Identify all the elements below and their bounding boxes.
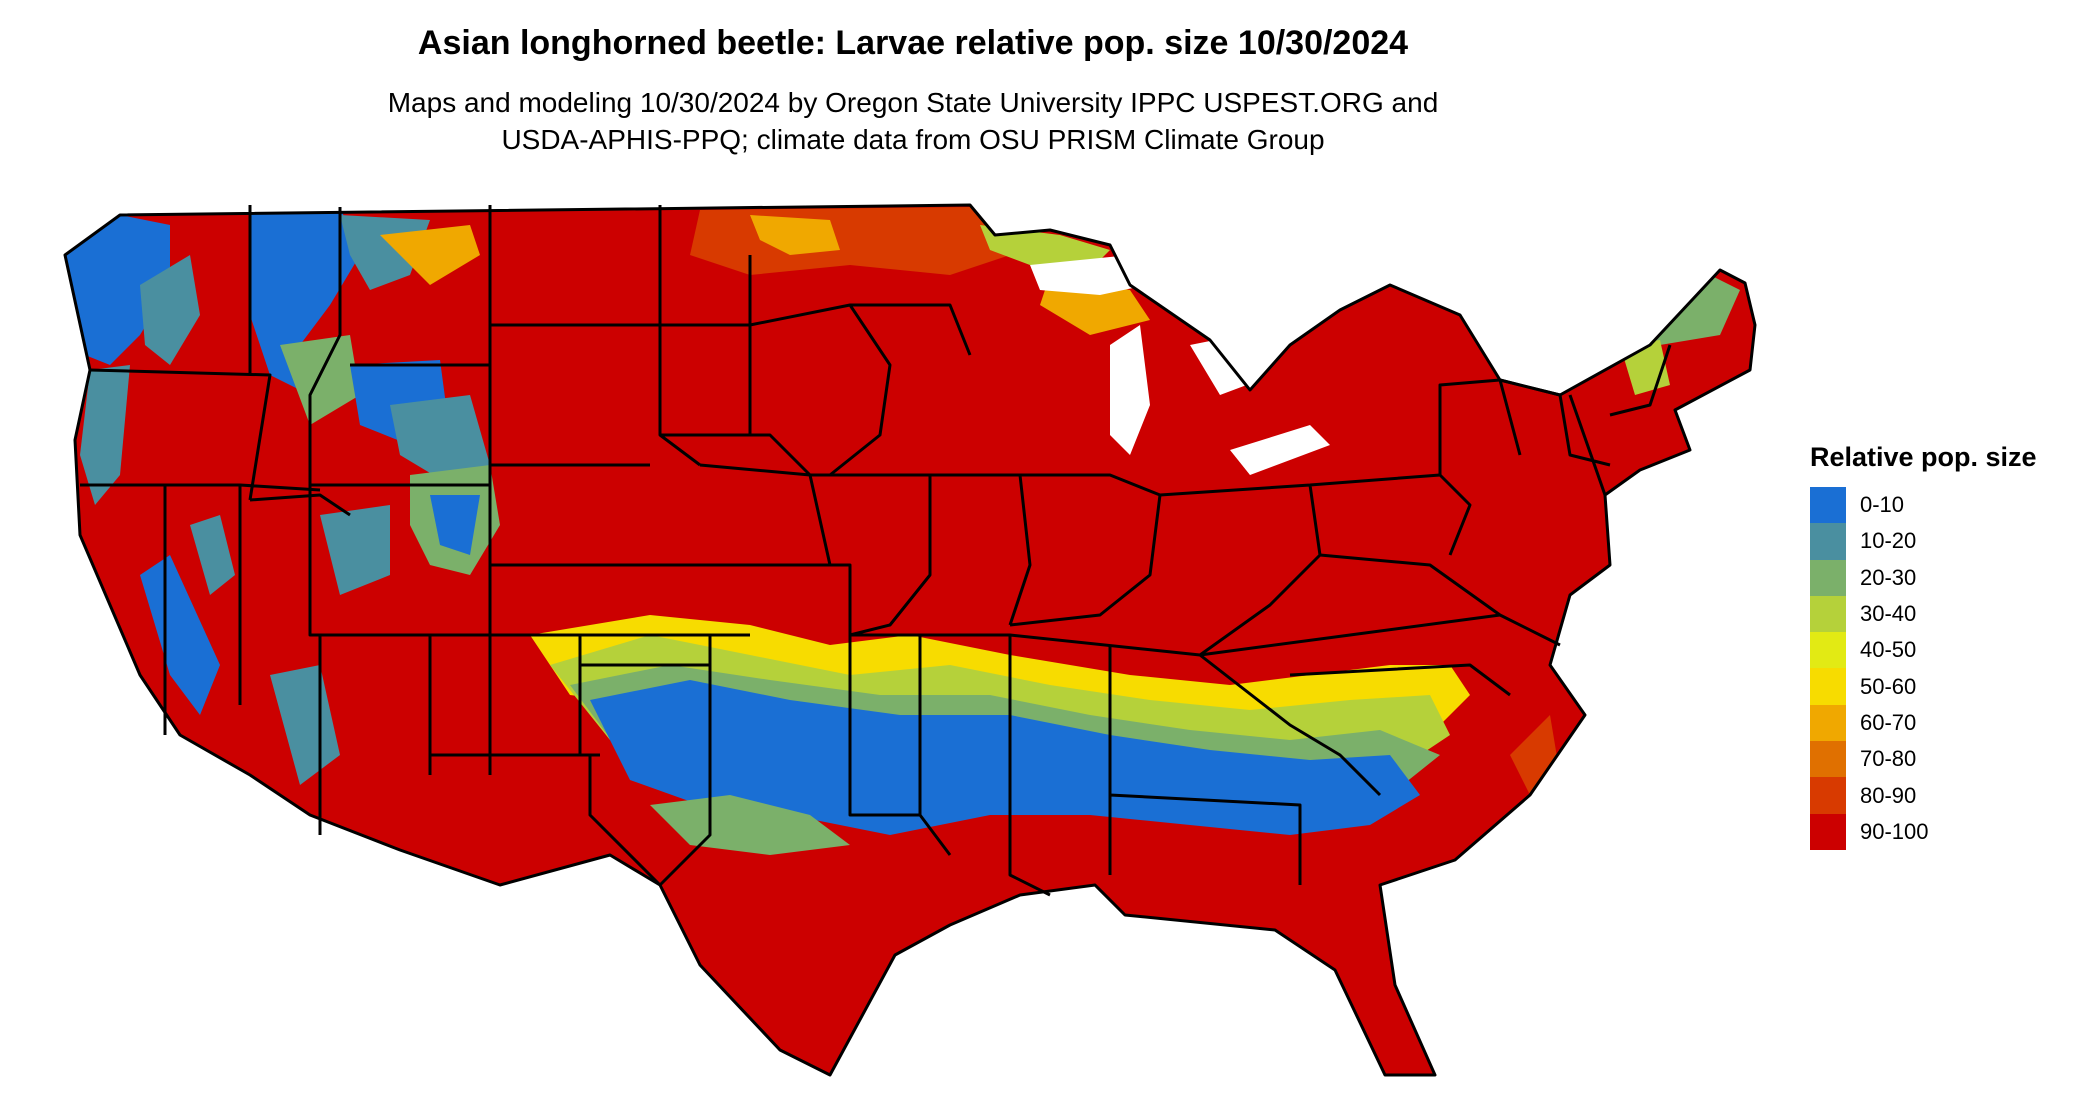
north-plains-60-70 <box>750 215 840 255</box>
legend-label: 80-90 <box>1860 782 1917 808</box>
map-subtitle: Maps and modeling 10/30/2024 by Oregon S… <box>0 84 1826 158</box>
utah-plateau-10-20 <box>320 505 390 595</box>
texas-coast-20-30 <box>650 795 850 855</box>
northeast-borders <box>1438 344 1672 496</box>
subtitle-line-2: USDA-APHIS-PPQ; climate data from OSU PR… <box>501 124 1325 155</box>
ohio-valley-borders <box>850 473 1501 657</box>
legend-swatch <box>1810 704 1846 742</box>
legend-label: 70-80 <box>1860 746 1917 772</box>
legend-swatch <box>1810 632 1846 669</box>
southern-band-0-10 <box>590 680 1420 835</box>
legend-item: 40-50 <box>1810 632 2037 669</box>
subtitle-line-1: Maps and modeling 10/30/2024 by Oregon S… <box>387 87 1439 118</box>
legend-title: Relative pop. size <box>1810 442 2037 472</box>
mid-atlantic-borders <box>1159 473 1561 657</box>
legend-item: 10-20 <box>1810 523 2037 560</box>
legend-swatch <box>1810 523 1846 560</box>
lake-superior <box>1030 255 1170 295</box>
lake-superior-shore-30-40 <box>980 225 1110 270</box>
legend-item: 70-80 <box>1810 741 2037 778</box>
legend-item: 50-60 <box>1810 668 2037 705</box>
legend-item: 30-40 <box>1810 595 2037 633</box>
montana-foothills-60-70 <box>380 225 480 285</box>
arizona-rim-10-20 <box>270 665 340 785</box>
map-raster <box>65 205 1755 1075</box>
florida-tip-90-100 <box>1340 975 1410 1075</box>
legend-swatch <box>1810 595 1846 633</box>
legend-swatch <box>1810 777 1846 814</box>
legend-item: 80-90 <box>1810 777 2037 814</box>
legend-items: 0-10 10-20 20-30 30-40 40-50 50-60 60-70 <box>1810 487 2037 850</box>
oregon-coast-10-20 <box>80 365 130 505</box>
north-plains-80-90 <box>690 207 1010 275</box>
legend-swatch <box>1810 813 1846 850</box>
legend-label: 40-50 <box>1860 637 1917 663</box>
map-title: Asian longhorned beetle: Larvae relative… <box>417 24 1409 62</box>
legend-label: 20-30 <box>1860 564 1917 590</box>
legend-label: 60-70 <box>1860 709 1917 735</box>
us-outline <box>63 203 1757 1077</box>
legend-item: 0-10 <box>1810 487 2037 524</box>
wyoming-basins-10-20 <box>390 395 490 485</box>
legend-swatch <box>1810 559 1846 596</box>
legend-swatch <box>1810 668 1846 705</box>
us-map <box>63 203 1757 1077</box>
legend-swatch <box>1810 487 1846 524</box>
colorado-high-peaks-0-10 <box>430 495 480 555</box>
legend-label: 30-40 <box>1860 601 1917 627</box>
legend: Relative pop. size 0-10 10-20 20-30 30-4… <box>1810 442 2037 850</box>
legend-label: 90-100 <box>1860 818 1929 844</box>
lake-erie <box>1230 425 1330 475</box>
legend-swatch <box>1810 741 1846 778</box>
legend-item: 60-70 <box>1810 704 2037 742</box>
plains-north-borders <box>488 205 740 567</box>
idaho-rockies-0-10 <box>250 205 360 395</box>
cascades-10-20 <box>140 255 200 365</box>
legend-label: 0-10 <box>1860 492 1905 518</box>
texas-borders <box>588 665 712 887</box>
nevada-range-10-20 <box>190 515 235 595</box>
sierra-nevada-0-10 <box>140 555 220 715</box>
legend-label: 50-60 <box>1860 673 1917 699</box>
state-borders <box>63 203 1757 1077</box>
south-borders <box>848 635 1511 897</box>
legend-item: 90-100 <box>1810 813 2037 850</box>
mountain-borders <box>248 205 492 775</box>
central-idaho-20-30 <box>280 335 360 425</box>
legend-label: 10-20 <box>1860 528 1917 554</box>
pacific-northwest-borders <box>80 368 351 735</box>
legend-item: 20-30 <box>1810 559 2037 596</box>
lake-michigan <box>1110 325 1150 455</box>
